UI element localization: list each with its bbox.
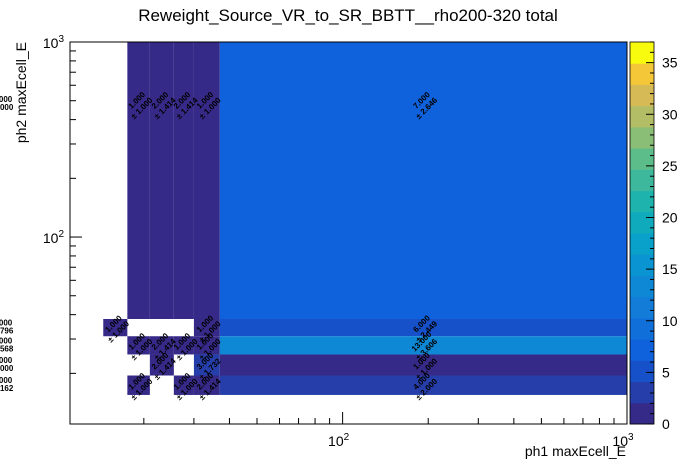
x-axis-label: ph1 maxEcell_E — [525, 443, 626, 459]
colorbar-band — [630, 148, 654, 170]
cell-value-label: 10.000 — [0, 376, 13, 385]
colorbar-band — [630, 63, 654, 85]
colorbar-band — [630, 317, 654, 340]
x-tick-label: 102 — [328, 432, 350, 449]
heatmap-cell — [127, 375, 150, 395]
y-axis-label: ph2 maxEcell_E — [13, 42, 29, 143]
heatmap-cell — [219, 375, 627, 395]
cell-error-label: ± 6.000 — [0, 103, 14, 112]
colorbar-frame — [629, 41, 655, 425]
heatmap-cell — [193, 42, 220, 319]
colorbar-band — [630, 402, 654, 425]
heatmap-cell — [219, 318, 627, 337]
heatmap-cell — [127, 336, 150, 355]
heatmap-cell — [173, 42, 194, 319]
cell-value-label: 36.000 — [0, 95, 13, 104]
colorbar-band — [630, 42, 654, 64]
cell-error-label: ± 5.000 — [0, 364, 14, 373]
colorbar-band — [630, 126, 654, 149]
cell-error-label: ± 4.796 — [0, 327, 14, 336]
colorbar-band — [630, 105, 654, 128]
colorbar-tick-label: 10 — [662, 313, 678, 329]
heatmap-cell — [173, 375, 194, 395]
y-tick-label: 103 — [43, 34, 65, 51]
chart-title: Reweight_Source_VR_to_SR_BBTT__rho200-32… — [138, 6, 558, 25]
colorbar-band — [630, 169, 654, 192]
cell-value-label: 31.000 — [0, 336, 13, 345]
colorbar-tick-label: 15 — [662, 261, 678, 277]
colorbar-tick-label: 5 — [662, 364, 670, 380]
cell-error-label: ± 3.162 — [0, 384, 14, 393]
colorbar-band — [630, 84, 654, 107]
heatmap-cell — [173, 336, 194, 355]
colorbar-band — [630, 296, 654, 319]
heatmap-cell — [193, 318, 220, 337]
heatmap-cell — [127, 42, 150, 319]
heatmap-cell — [103, 318, 128, 337]
colorbar-tick-label: 35 — [662, 55, 678, 71]
colorbar-tick-label: 20 — [662, 210, 678, 226]
colorbar-band — [630, 360, 654, 383]
heatmap-cell — [193, 336, 220, 355]
heatmap-cell — [149, 42, 174, 319]
heatmap-cell — [219, 336, 627, 355]
colorbar-band — [630, 211, 654, 234]
colorbar-tick-label: 0 — [662, 416, 670, 432]
heatmap-cell — [193, 354, 220, 376]
heatmap-cell — [193, 375, 220, 395]
colorbar-tick-label: 30 — [662, 106, 678, 122]
colorbar-band — [630, 254, 654, 276]
cell-value-label: 25.000 — [0, 356, 13, 365]
cell-error-label: ± 5.568 — [0, 344, 14, 353]
heatmap-cell — [149, 336, 174, 355]
colorbar-tick-label: 25 — [662, 158, 678, 174]
heatmap-cell — [149, 354, 174, 376]
colorbar-band — [630, 275, 654, 298]
y-tick-label: 102 — [43, 229, 65, 246]
cell-value-label: 23.000 — [0, 319, 13, 328]
heatmap-cell — [219, 354, 627, 376]
colorbar-band — [630, 381, 654, 404]
colorbar-band — [630, 233, 654, 255]
colorbar-band — [630, 339, 654, 361]
colorbar-band — [630, 190, 654, 213]
plot-frame — [69, 41, 628, 425]
heatmap-cell — [219, 42, 627, 319]
x-tick-label: 103 — [612, 432, 634, 449]
